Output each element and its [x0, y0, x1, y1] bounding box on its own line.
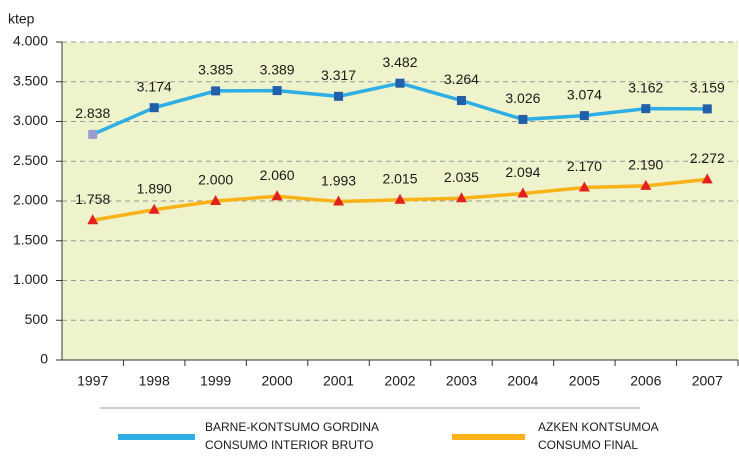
- marker: [641, 104, 651, 114]
- legend-label: BARNE-KONTSUMO GORDINA: [205, 420, 379, 434]
- x-tick-label: 2004: [507, 373, 538, 389]
- marker: [395, 78, 405, 88]
- y-tick-label: 2.500: [13, 152, 48, 168]
- y-tick-label: 1.500: [13, 231, 48, 247]
- data-label: 2.838: [75, 105, 110, 121]
- data-label: 3.174: [137, 78, 172, 94]
- marker: [210, 195, 222, 205]
- marker: [518, 114, 528, 124]
- marker: [272, 86, 282, 96]
- x-tick-label: 2005: [569, 373, 600, 389]
- marker: [211, 86, 221, 96]
- data-label: 3.385: [198, 62, 233, 78]
- data-label: 3.317: [321, 67, 356, 83]
- marker: [271, 190, 283, 201]
- x-tick-label: 1998: [139, 373, 170, 389]
- data-label: 1.993: [321, 172, 356, 188]
- y-tick-label: 4.000: [13, 33, 48, 49]
- data-label: 3.026: [505, 90, 540, 106]
- y-tick-label: 1.000: [13, 271, 48, 287]
- marker: [640, 179, 652, 190]
- data-label: 2.170: [567, 158, 602, 174]
- marker: [455, 192, 467, 203]
- y-tick-label: 0: [40, 351, 48, 367]
- data-label: 2.094: [505, 164, 540, 180]
- data-label: 2.190: [628, 157, 663, 173]
- marker: [456, 96, 466, 106]
- x-tick-label: 2003: [446, 373, 477, 389]
- x-tick-label: 2007: [692, 373, 723, 389]
- x-tick-label: 1997: [77, 373, 108, 389]
- marker: [517, 187, 529, 198]
- y-axis-label: ktep: [8, 11, 35, 27]
- legend-label: AZKEN KONTSUMOA: [538, 420, 659, 434]
- data-label: 1.890: [137, 180, 172, 196]
- y-tick-label: 500: [25, 311, 49, 327]
- legend-label: CONSUMO FINAL: [538, 438, 638, 452]
- data-label: 3.482: [382, 54, 417, 70]
- x-tick-label: 2001: [323, 373, 354, 389]
- marker: [87, 214, 99, 225]
- marker: [333, 195, 345, 206]
- data-label: 1.758: [75, 191, 110, 207]
- marker: [702, 104, 712, 114]
- marker: [148, 203, 160, 214]
- marker: [88, 129, 98, 139]
- y-tick-label: 3.000: [13, 112, 48, 128]
- data-label: 2.035: [444, 169, 479, 185]
- marker: [578, 181, 590, 192]
- marker: [149, 103, 159, 113]
- data-label: 2.272: [690, 150, 725, 166]
- y-tick-label: 2.000: [13, 192, 48, 208]
- data-label: 3.159: [690, 80, 725, 96]
- marker: [334, 91, 344, 101]
- data-label: 3.389: [260, 61, 295, 77]
- marker: [701, 173, 713, 184]
- data-label: 3.162: [628, 79, 663, 95]
- x-tick-label: 1999: [200, 373, 231, 389]
- marker: [579, 111, 589, 121]
- data-label: 3.074: [567, 86, 602, 102]
- data-label: 3.264: [444, 71, 479, 87]
- y-tick-label: 3.500: [13, 72, 48, 88]
- legend-label: CONSUMO INTERIOR BRUTO: [205, 438, 373, 452]
- data-label: 2.015: [382, 171, 417, 187]
- x-tick-label: 2000: [262, 373, 293, 389]
- data-label: 2.000: [198, 172, 233, 188]
- marker: [394, 193, 406, 204]
- data-label: 2.060: [260, 167, 295, 183]
- x-tick-label: 2006: [630, 373, 661, 389]
- x-tick-label: 2002: [384, 373, 415, 389]
